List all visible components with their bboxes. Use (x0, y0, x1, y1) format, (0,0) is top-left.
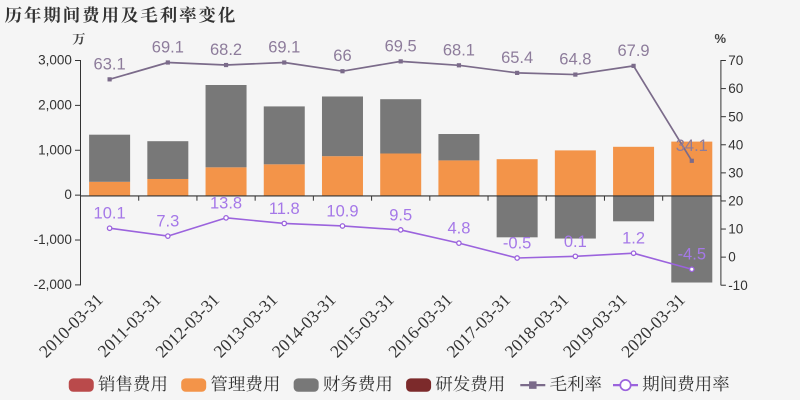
svg-text:2,000: 2,000 (38, 97, 72, 112)
svg-text:10.9: 10.9 (326, 202, 358, 220)
svg-text:30: 30 (728, 165, 743, 180)
svg-text:-4.5: -4.5 (678, 246, 706, 264)
svg-text:60: 60 (728, 81, 743, 96)
svg-text:67.9: 67.9 (618, 42, 650, 60)
svg-text:65.4: 65.4 (501, 49, 533, 67)
svg-text:11.8: 11.8 (269, 200, 300, 218)
svg-text:40: 40 (728, 137, 743, 152)
svg-text:1.2: 1.2 (622, 230, 645, 248)
svg-text:0.1: 0.1 (564, 233, 587, 251)
svg-text:63.1: 63.1 (94, 55, 126, 73)
svg-text:0: 0 (64, 187, 72, 202)
svg-text:3,000: 3,000 (38, 53, 72, 68)
svg-text:64.8: 64.8 (559, 51, 591, 69)
svg-text:0: 0 (728, 250, 736, 265)
svg-text:%: % (715, 31, 727, 46)
svg-text:69.5: 69.5 (385, 37, 417, 55)
svg-text:66: 66 (333, 47, 351, 65)
svg-text:-0.5: -0.5 (503, 235, 531, 253)
svg-text:10: 10 (728, 222, 743, 237)
svg-text:13.8: 13.8 (210, 194, 242, 212)
svg-text:4.8: 4.8 (447, 220, 470, 238)
svg-text:7.3: 7.3 (156, 213, 179, 231)
svg-text:9.5: 9.5 (389, 206, 412, 224)
svg-text:-10: -10 (728, 278, 748, 293)
svg-text:69.1: 69.1 (152, 39, 184, 57)
svg-text:-1,000: -1,000 (34, 232, 72, 247)
svg-text:69.1: 69.1 (268, 39, 300, 57)
svg-text:-2,000: -2,000 (34, 277, 72, 292)
svg-text:70: 70 (728, 53, 743, 68)
svg-text:10.1: 10.1 (94, 205, 126, 223)
svg-text:20: 20 (728, 194, 743, 209)
svg-text:68.1: 68.1 (443, 41, 475, 59)
svg-text:1,000: 1,000 (38, 142, 72, 157)
svg-text:34.1: 34.1 (676, 137, 708, 155)
svg-text:50: 50 (728, 109, 743, 124)
svg-text:68.2: 68.2 (210, 41, 242, 59)
